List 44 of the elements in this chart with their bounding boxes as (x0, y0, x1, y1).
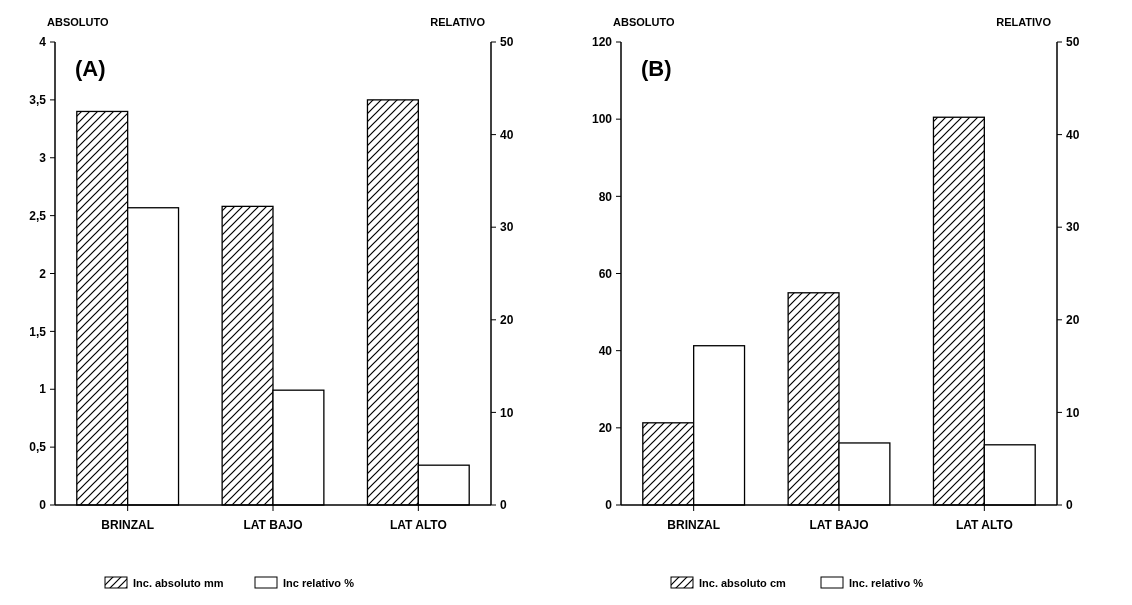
annotation: (B) (641, 56, 672, 81)
y-axis-title: ABSOLUTO (47, 16, 109, 28)
y-tick-label: 1 (39, 382, 47, 397)
y2-axis-title: RELATIVO (430, 16, 486, 28)
x-tick-label: BRINZAL (667, 518, 720, 532)
x-tick-label: LAT BAJO (809, 518, 869, 532)
y2-tick-label: 40 (1066, 127, 1080, 142)
y2-tick-label: 50 (500, 35, 514, 50)
x-tick-label: LAT BAJO (243, 518, 303, 532)
y-axis-title: ABSOLUTO (613, 16, 675, 28)
y-tick-label: 3,5 (29, 93, 47, 108)
y2-tick-label: 30 (500, 220, 514, 235)
y-tick-label: 3 (39, 150, 47, 165)
y-tick-label: 2 (39, 266, 47, 281)
y-tick-label: 0,5 (29, 440, 47, 455)
legend-label: Inc relativo % (283, 577, 355, 589)
y2-tick-label: 20 (1066, 313, 1080, 327)
y2-tick-label: 30 (1066, 220, 1080, 235)
y2-tick-label: 50 (1066, 35, 1080, 50)
annotation: (A) (75, 56, 106, 81)
y2-tick-label: 0 (1066, 498, 1073, 513)
y-tick-label: 4 (39, 35, 47, 50)
y2-tick-label: 20 (500, 313, 514, 327)
legend-label: Inc. absoluto cm (699, 577, 787, 589)
y-tick-label: 20 (598, 421, 613, 436)
y-tick-label: 80 (598, 189, 613, 204)
legend-label: Inc. absoluto mm (133, 577, 224, 589)
y-tick-label: 100 (591, 112, 613, 127)
y-tick-label: 2,5 (29, 208, 47, 223)
x-tick-label: BRINZAL (101, 518, 154, 532)
x-tick-label: LAT ALTO (955, 518, 1013, 532)
y2-tick-label: 0 (500, 498, 507, 513)
y-tick-label: 0 (39, 498, 47, 513)
y2-tick-label: 10 (500, 405, 514, 420)
y-tick-label: 0 (605, 498, 613, 513)
y2-tick-label: 10 (1066, 405, 1080, 420)
y-tick-label: 1,5 (29, 324, 47, 339)
y2-tick-label: 40 (500, 127, 514, 142)
legend-label: Inc. relativo % (849, 577, 924, 589)
y-tick-label: 120 (591, 35, 613, 50)
y2-axis-title: RELATIVO (996, 16, 1052, 28)
x-tick-label: LAT ALTO (389, 518, 447, 532)
y-tick-label: 40 (598, 343, 613, 358)
y-tick-label: 60 (598, 266, 613, 281)
